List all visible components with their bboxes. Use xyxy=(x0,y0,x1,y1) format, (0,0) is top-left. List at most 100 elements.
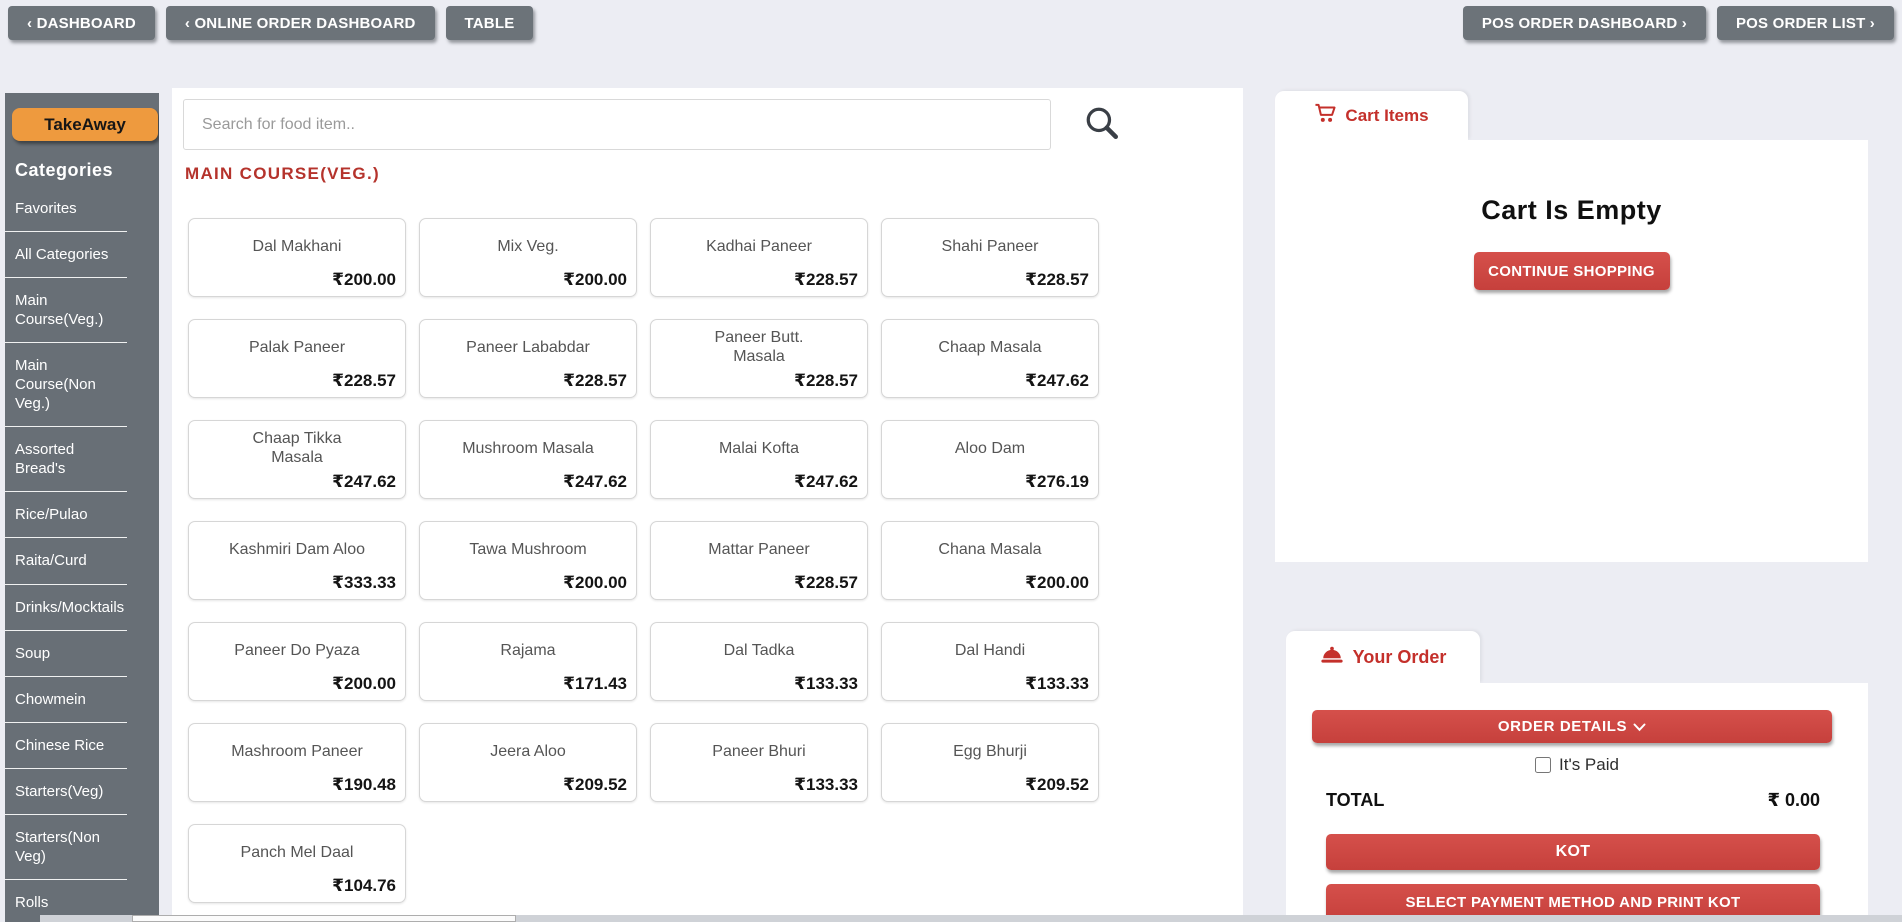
search-icon xyxy=(1082,107,1122,146)
cart-empty-message: Cart Is Empty xyxy=(1481,195,1662,225)
food-item-price: ₹171.43 xyxy=(563,674,627,693)
food-item-card[interactable]: Mashroom Paneer ₹190.48 xyxy=(188,723,406,802)
food-item-price: ₹104.76 xyxy=(332,876,396,895)
search-button[interactable] xyxy=(1080,102,1124,146)
food-item-card[interactable]: Chaap Tikka Masala ₹247.62 xyxy=(188,420,406,499)
category-item[interactable]: Chowmein xyxy=(5,675,127,722)
food-item-card[interactable]: Jeera Aloo ₹209.52 xyxy=(419,723,637,802)
top-nav-right-group: POS ORDER DASHBOARD › POS ORDER LIST › xyxy=(1462,6,1894,40)
food-item-card[interactable]: Palak Paneer ₹228.57 xyxy=(188,319,406,398)
food-item-card[interactable]: Paneer Do Pyaza ₹200.00 xyxy=(188,622,406,701)
food-items-grid: Dal Makhani ₹200.00 Mix Veg. ₹200.00 Kad… xyxy=(188,218,1099,903)
nav-button[interactable]: ‹ DASHBOARD xyxy=(8,6,155,40)
food-item-name: Aloo Dam xyxy=(954,439,1026,457)
food-item-card[interactable]: Mix Veg. ₹200.00 xyxy=(419,218,637,297)
nav-button[interactable]: POS ORDER DASHBOARD › xyxy=(1462,6,1706,40)
food-item-card[interactable]: Aloo Dam ₹276.19 xyxy=(881,420,1099,499)
category-item[interactable]: Drinks/Mocktails xyxy=(5,583,127,630)
category-item[interactable]: Soup xyxy=(5,629,127,676)
category-item[interactable]: Rice/Pulao xyxy=(5,491,127,537)
total-value: ₹ 0.00 xyxy=(1767,790,1820,810)
food-item-name: Egg Bhurji xyxy=(953,742,1027,760)
food-item-card[interactable]: Paneer Lababdar ₹228.57 xyxy=(419,319,637,398)
category-item[interactable]: Raita/Curd xyxy=(5,537,127,583)
food-item-name: Mattar Paneer xyxy=(708,540,810,558)
food-item-card[interactable]: Rajama ₹171.43 xyxy=(419,622,637,701)
food-item-name: Rajama xyxy=(500,641,556,659)
category-item[interactable]: Starters(Non Veg) xyxy=(5,813,127,879)
food-item-name: Paneer Do Pyaza xyxy=(234,641,360,659)
category-item[interactable]: Assorted Bread's xyxy=(5,426,127,491)
food-item-price: ₹228.57 xyxy=(794,270,858,289)
food-item-card[interactable]: Tawa Mushroom ₹200.00 xyxy=(419,521,637,600)
category-item[interactable]: Rolls xyxy=(5,878,127,922)
food-item-name: Dal Handi xyxy=(954,641,1026,659)
food-item-name: Mashroom Paneer xyxy=(231,742,363,760)
food-item-price: ₹333.33 xyxy=(332,573,396,592)
food-item-name: Dal Makhani xyxy=(252,237,342,255)
categories-sidebar: TakeAway Categories Favorites All Categor… xyxy=(5,93,159,922)
food-item-card[interactable]: Dal Makhani ₹200.00 xyxy=(188,218,406,297)
food-item-card[interactable]: Egg Bhurji ₹209.52 xyxy=(881,723,1099,802)
food-item-card[interactable]: Malai Kofta ₹247.62 xyxy=(650,420,868,499)
category-item[interactable]: Main Course(Non Veg.) xyxy=(5,342,127,426)
food-item-card[interactable]: Panch Mel Daal ₹104.76 xyxy=(188,824,406,903)
category-item[interactable]: Chinese Rice xyxy=(5,721,127,768)
food-item-name: Chaap Tikka Masala xyxy=(252,430,342,466)
kot-button[interactable]: KOT xyxy=(1326,834,1820,870)
cart-icon xyxy=(1314,103,1336,128)
food-item-name: Malai Kofta xyxy=(718,439,800,457)
food-item-card[interactable]: Dal Tadka ₹133.33 xyxy=(650,622,868,701)
your-order-tab[interactable]: Your Order xyxy=(1286,631,1480,683)
food-item-card[interactable]: Paneer Bhuri ₹133.33 xyxy=(650,723,868,802)
food-item-card[interactable]: Shahi Paneer ₹228.57 xyxy=(881,218,1099,297)
order-details-button[interactable]: ORDER DETAILS xyxy=(1312,710,1832,743)
cart-tab-label: Cart Items xyxy=(1345,105,1429,125)
category-item[interactable]: All Categories xyxy=(5,231,127,277)
order-panel: ORDER DETAILS It's Paid TOTAL ₹ 0.00 KOT… xyxy=(1286,683,1868,922)
food-item-name: Paneer Bhuri xyxy=(712,742,806,760)
food-item-card[interactable]: Paneer Butt. Masala ₹228.57 xyxy=(650,319,868,398)
food-item-card[interactable]: Mattar Paneer ₹228.57 xyxy=(650,521,868,600)
section-title: MAIN COURSE(VEG.) xyxy=(185,164,380,183)
horizontal-scrollbar-thumb[interactable] xyxy=(132,915,516,922)
top-nav-bar: ‹ DASHBOARD ‹ ONLINE ORDER DASHBOARD TABLE… xyxy=(0,6,1902,40)
food-item-card[interactable]: Chana Masala ₹200.00 xyxy=(881,521,1099,600)
food-item-name: Tawa Mushroom xyxy=(469,540,587,558)
food-item-name: Shahi Paneer xyxy=(941,237,1039,255)
cart-panel: Cart Is Empty CONTINUE SHOPPING xyxy=(1275,140,1868,562)
category-item[interactable]: Favorites xyxy=(15,200,77,217)
food-item-card[interactable]: Mushroom Masala ₹247.62 xyxy=(419,420,637,499)
food-item-name: Paneer Lababdar xyxy=(466,338,590,356)
total-label: TOTAL xyxy=(1326,790,1385,810)
food-item-card[interactable]: Kashmiri Dam Aloo ₹333.33 xyxy=(188,521,406,600)
order-tab-label: Your Order xyxy=(1352,646,1447,667)
food-item-price: ₹133.33 xyxy=(794,674,858,693)
food-item-price: ₹190.48 xyxy=(332,775,396,794)
categories-heading: Categories xyxy=(15,160,114,180)
category-item[interactable]: Main Course(Veg.) xyxy=(5,277,127,342)
cart-items-tab[interactable]: Cart Items xyxy=(1275,91,1468,140)
food-item-price: ₹247.62 xyxy=(794,472,858,491)
takeaway-button[interactable]: TakeAway xyxy=(12,108,158,141)
food-item-price: ₹228.57 xyxy=(332,371,396,390)
food-item-name: Dal Tadka xyxy=(723,641,795,659)
food-item-name: Panch Mel Daal xyxy=(240,843,354,861)
food-item-card[interactable]: Chaap Masala ₹247.62 xyxy=(881,319,1099,398)
its-paid-checkbox[interactable] xyxy=(1535,757,1552,773)
food-item-card[interactable]: Kadhai Paneer ₹228.57 xyxy=(650,218,868,297)
food-item-price: ₹200.00 xyxy=(332,674,396,693)
top-nav-left-group: ‹ DASHBOARD ‹ ONLINE ORDER DASHBOARD TABLE xyxy=(8,6,534,40)
search-input[interactable] xyxy=(183,99,1051,150)
category-item[interactable]: Starters(Veg) xyxy=(5,767,127,814)
nav-button[interactable]: TABLE xyxy=(445,6,534,40)
food-item-price: ₹200.00 xyxy=(1025,573,1089,592)
select-payment-button[interactable]: SELECT PAYMENT METHOD AND PRINT KOT xyxy=(1326,884,1820,920)
continue-shopping-button[interactable]: CONTINUE SHOPPING xyxy=(1473,252,1670,290)
food-item-card[interactable]: Dal Handi ₹133.33 xyxy=(881,622,1099,701)
food-item-price: ₹200.00 xyxy=(563,270,627,289)
nav-button[interactable]: ‹ ONLINE ORDER DASHBOARD xyxy=(165,6,435,40)
food-item-price: ₹228.57 xyxy=(794,371,858,390)
nav-button[interactable]: POS ORDER LIST › xyxy=(1716,6,1894,40)
total-row: TOTAL ₹ 0.00 xyxy=(1326,790,1820,811)
